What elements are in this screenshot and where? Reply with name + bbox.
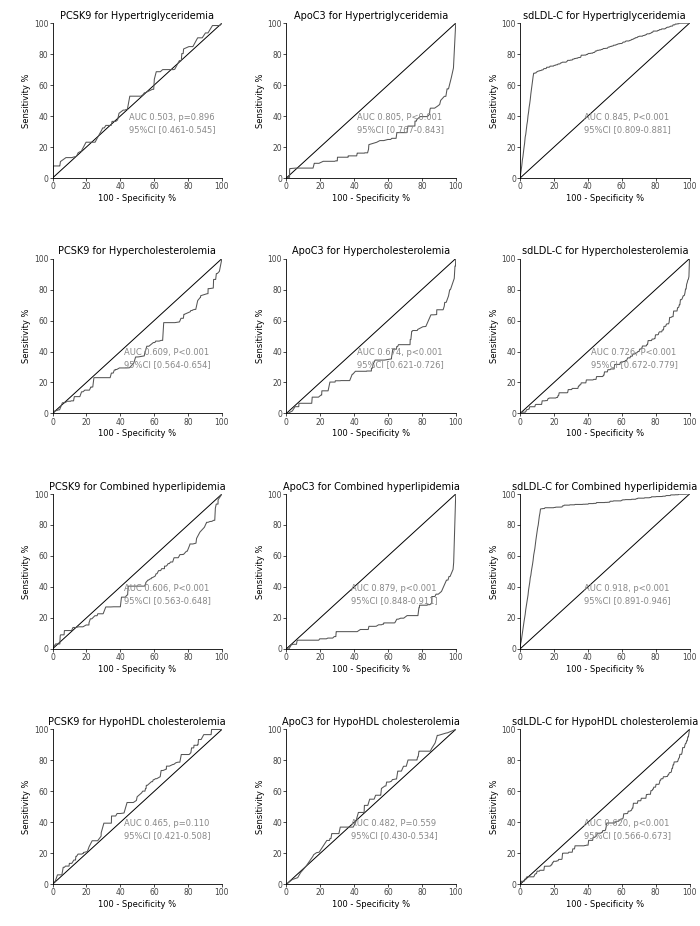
X-axis label: 100 - Specificity %: 100 - Specificity % <box>98 430 176 438</box>
X-axis label: 100 - Specificity %: 100 - Specificity % <box>332 900 410 909</box>
X-axis label: 100 - Specificity %: 100 - Specificity % <box>566 900 644 909</box>
X-axis label: 100 - Specificity %: 100 - Specificity % <box>566 194 644 203</box>
Y-axis label: Sensitivity %: Sensitivity % <box>22 73 31 128</box>
Title: ApoC3 for Hypertriglyceridemia: ApoC3 for Hypertriglyceridemia <box>294 11 448 21</box>
Y-axis label: Sensitivity %: Sensitivity % <box>22 780 31 834</box>
Text: AUC 0.606, P<0.001
95%CI [0.563-0.648]: AUC 0.606, P<0.001 95%CI [0.563-0.648] <box>124 584 211 605</box>
Y-axis label: Sensitivity %: Sensitivity % <box>22 544 31 599</box>
Text: AUC 0.879, p<0.001
95%CI [0.848-0.911]: AUC 0.879, p<0.001 95%CI [0.848-0.911] <box>351 584 438 605</box>
Text: AUC 0.609, P<0.001
95%CI [0.564-0.654]: AUC 0.609, P<0.001 95%CI [0.564-0.654] <box>124 348 210 369</box>
Text: AUC 0.620, p<0.001
95%CI [0.566-0.673]: AUC 0.620, p<0.001 95%CI [0.566-0.673] <box>584 820 671 840</box>
Title: sdLDL-C for Hypertriglyceridemia: sdLDL-C for Hypertriglyceridemia <box>524 11 686 21</box>
Y-axis label: Sensitivity %: Sensitivity % <box>489 780 498 834</box>
Text: AUC 0.674, p<0.001
95%CI [0.621-0.726]: AUC 0.674, p<0.001 95%CI [0.621-0.726] <box>358 348 444 369</box>
Text: AUC 0.503, p=0.896
95%CI [0.461-0.545]: AUC 0.503, p=0.896 95%CI [0.461-0.545] <box>129 113 215 133</box>
X-axis label: 100 - Specificity %: 100 - Specificity % <box>332 665 410 674</box>
Text: AUC 0.845, P<0.001
95%CI [0.809-0.881]: AUC 0.845, P<0.001 95%CI [0.809-0.881] <box>584 113 671 133</box>
Title: ApoC3 for Hypercholesterolemia: ApoC3 for Hypercholesterolemia <box>292 246 450 257</box>
Y-axis label: Sensitivity %: Sensitivity % <box>256 544 265 599</box>
Title: PCSK9 for Hypertriglyceridemia: PCSK9 for Hypertriglyceridemia <box>60 11 214 21</box>
Title: sdLDL-C for Combined hyperlipidemia: sdLDL-C for Combined hyperlipidemia <box>512 482 697 492</box>
Title: PCSK9 for HypoHDL cholesterolemia: PCSK9 for HypoHDL cholesterolemia <box>48 718 226 727</box>
X-axis label: 100 - Specificity %: 100 - Specificity % <box>566 665 644 674</box>
X-axis label: 100 - Specificity %: 100 - Specificity % <box>332 194 410 203</box>
Y-axis label: Sensitivity %: Sensitivity % <box>489 544 498 599</box>
Y-axis label: Sensitivity %: Sensitivity % <box>489 308 498 363</box>
Title: ApoC3 for HypoHDL cholesterolemia: ApoC3 for HypoHDL cholesterolemia <box>282 718 460 727</box>
X-axis label: 100 - Specificity %: 100 - Specificity % <box>98 665 176 674</box>
Title: sdLDL-C for Hypercholesterolemia: sdLDL-C for Hypercholesterolemia <box>522 246 688 257</box>
Y-axis label: Sensitivity %: Sensitivity % <box>489 73 498 128</box>
X-axis label: 100 - Specificity %: 100 - Specificity % <box>98 900 176 909</box>
X-axis label: 100 - Specificity %: 100 - Specificity % <box>332 430 410 438</box>
Y-axis label: Sensitivity %: Sensitivity % <box>22 308 31 363</box>
Text: AUC 0.726, P<0.001
95%CI [0.672-0.779]: AUC 0.726, P<0.001 95%CI [0.672-0.779] <box>592 348 678 369</box>
Text: AUC 0.482, P=0.559
95%CI [0.430-0.534]: AUC 0.482, P=0.559 95%CI [0.430-0.534] <box>351 820 438 840</box>
Title: PCSK9 for Combined hyperlipidemia: PCSK9 for Combined hyperlipidemia <box>49 482 225 492</box>
Y-axis label: Sensitivity %: Sensitivity % <box>256 73 265 128</box>
Text: AUC 0.805, P<0.001
95%CI [0.767-0.843]: AUC 0.805, P<0.001 95%CI [0.767-0.843] <box>358 113 444 133</box>
Text: AUC 0.465, p=0.110
95%CI [0.421-0.508]: AUC 0.465, p=0.110 95%CI [0.421-0.508] <box>124 820 210 840</box>
Y-axis label: Sensitivity %: Sensitivity % <box>256 780 265 834</box>
Y-axis label: Sensitivity %: Sensitivity % <box>256 308 265 363</box>
X-axis label: 100 - Specificity %: 100 - Specificity % <box>566 430 644 438</box>
Title: PCSK9 for Hypercholesterolemia: PCSK9 for Hypercholesterolemia <box>58 246 216 257</box>
Text: AUC 0.918, p<0.001
95%CI [0.891-0.946]: AUC 0.918, p<0.001 95%CI [0.891-0.946] <box>584 584 671 605</box>
Title: sdLDL-C for HypoHDL cholesterolemia: sdLDL-C for HypoHDL cholesterolemia <box>512 718 698 727</box>
X-axis label: 100 - Specificity %: 100 - Specificity % <box>98 194 176 203</box>
Title: ApoC3 for Combined hyperlipidemia: ApoC3 for Combined hyperlipidemia <box>283 482 459 492</box>
